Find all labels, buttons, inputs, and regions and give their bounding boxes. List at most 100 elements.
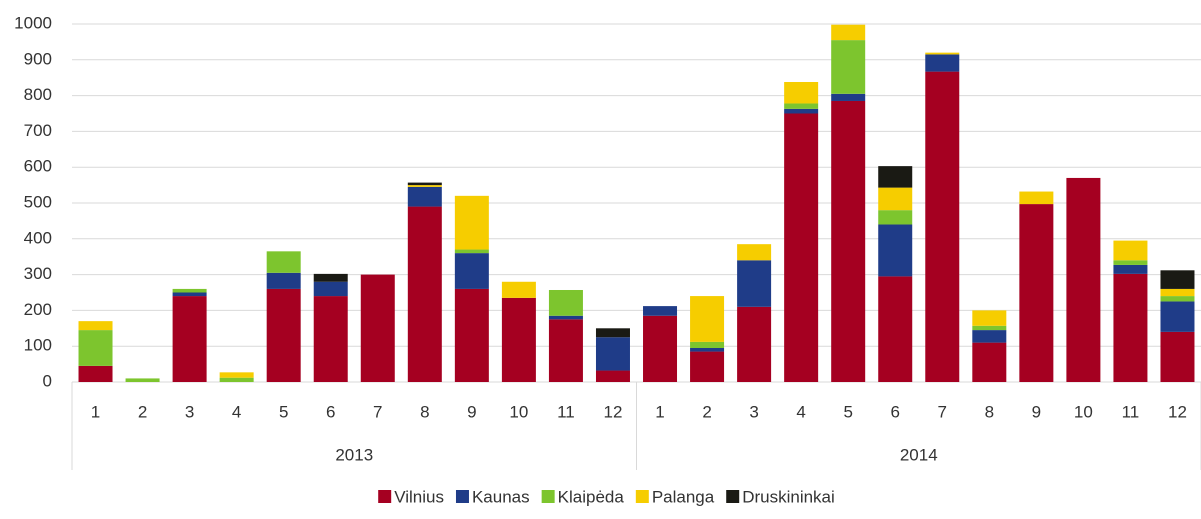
x-tick-label: 5 bbox=[843, 402, 852, 421]
bar-segment bbox=[878, 276, 913, 382]
y-tick-label: 400 bbox=[24, 228, 52, 247]
bar-segment bbox=[972, 330, 1007, 343]
bar-segment bbox=[595, 370, 630, 382]
bar-segment bbox=[643, 315, 678, 382]
legend-label: Palanga bbox=[652, 487, 715, 506]
x-tick-label: 12 bbox=[1168, 402, 1187, 421]
legend-swatch bbox=[455, 490, 469, 503]
bar-segment bbox=[972, 310, 1007, 326]
bar-segment bbox=[548, 319, 583, 382]
bar-segment bbox=[831, 24, 866, 41]
bar-segment bbox=[737, 306, 772, 382]
bar-segment bbox=[878, 187, 913, 211]
x-tick-label: 10 bbox=[509, 402, 528, 421]
y-tick-label: 300 bbox=[24, 264, 52, 283]
bar-segment bbox=[219, 377, 254, 382]
bar-segment bbox=[313, 281, 348, 297]
x-tick-label: 2 bbox=[702, 402, 711, 421]
y-tick-label: 100 bbox=[24, 336, 52, 355]
bar-segment bbox=[737, 244, 772, 261]
bar-segment bbox=[1113, 260, 1148, 265]
y-tick-label: 900 bbox=[24, 49, 52, 68]
bar-segment bbox=[643, 306, 678, 316]
bar-segment bbox=[266, 251, 301, 273]
bar-segment bbox=[454, 249, 489, 254]
bar-segment bbox=[831, 93, 866, 101]
bar-segment bbox=[407, 185, 442, 187]
group-label: 2013 bbox=[335, 445, 373, 464]
x-tick-label: 7 bbox=[938, 402, 947, 421]
bar-segment bbox=[454, 253, 489, 289]
bar-segment bbox=[737, 260, 772, 307]
legend-swatch bbox=[726, 490, 740, 503]
bar-segment bbox=[1160, 270, 1195, 289]
group-label: 2014 bbox=[900, 445, 938, 464]
bar-segment bbox=[548, 315, 583, 320]
bar-segment bbox=[125, 378, 160, 382]
bar-segment bbox=[1019, 204, 1054, 382]
y-tick-label: 0 bbox=[43, 371, 52, 390]
legend-swatch bbox=[635, 490, 649, 503]
x-tick-label: 5 bbox=[279, 402, 288, 421]
bar-segment bbox=[78, 321, 113, 331]
bar-segment bbox=[595, 337, 630, 371]
bar-segment bbox=[501, 281, 536, 298]
y-tick-label: 600 bbox=[24, 157, 52, 176]
x-tick-label: 8 bbox=[985, 402, 994, 421]
bar-segment bbox=[1160, 288, 1195, 297]
y-tick-label: 500 bbox=[24, 192, 52, 211]
bar-segment bbox=[925, 71, 960, 382]
bar-segment bbox=[360, 274, 395, 382]
bar-segment bbox=[878, 166, 913, 188]
bar-segment bbox=[78, 365, 113, 382]
bar-segment bbox=[784, 113, 819, 382]
bar-segment bbox=[219, 372, 254, 378]
bar-segment bbox=[313, 296, 348, 382]
x-tick-label: 11 bbox=[1122, 402, 1140, 421]
bar-segment bbox=[878, 210, 913, 225]
x-tick-label: 6 bbox=[890, 402, 899, 421]
legend-label: Vilnius bbox=[394, 487, 444, 506]
bar-segment bbox=[454, 195, 489, 250]
bar-segment bbox=[595, 328, 630, 338]
y-tick-label: 1000 bbox=[14, 13, 52, 32]
bar-segment bbox=[172, 296, 207, 382]
bar-segment bbox=[831, 100, 866, 382]
y-tick-label: 700 bbox=[24, 121, 52, 140]
bar-segment bbox=[878, 224, 913, 277]
bar-segment bbox=[454, 288, 489, 382]
bar-segment bbox=[1113, 264, 1148, 274]
bar-segment bbox=[1160, 331, 1195, 382]
x-tick-label: 4 bbox=[796, 402, 805, 421]
x-tick-label: 3 bbox=[749, 402, 758, 421]
y-tick-label: 200 bbox=[24, 300, 52, 319]
legend-swatch bbox=[541, 490, 555, 503]
bar-segment bbox=[690, 341, 725, 348]
bar-segment bbox=[925, 54, 960, 72]
bar-segment bbox=[266, 272, 301, 289]
x-tick-label: 11 bbox=[557, 402, 575, 421]
bar-segment bbox=[501, 297, 536, 382]
legend-label: Kaunas bbox=[472, 487, 530, 506]
bar-segment bbox=[690, 351, 725, 382]
bar-segment bbox=[972, 325, 1007, 331]
bar-segment bbox=[784, 103, 819, 109]
bar-segment bbox=[172, 288, 207, 293]
bar-segment bbox=[407, 206, 442, 382]
bar-segment bbox=[925, 52, 960, 55]
x-tick-label: 1 bbox=[655, 402, 664, 421]
x-tick-label: 9 bbox=[467, 402, 476, 421]
legend-label: Druskininkai bbox=[742, 487, 835, 506]
y-tick-label: 800 bbox=[24, 85, 52, 104]
bar-segment bbox=[972, 342, 1007, 382]
bar-segment bbox=[1113, 240, 1148, 261]
bar-segment bbox=[1113, 273, 1148, 382]
bar-segment bbox=[690, 296, 725, 342]
bar-segment bbox=[313, 273, 348, 282]
x-tick-label: 1 bbox=[91, 402, 100, 421]
bar-segment bbox=[784, 108, 819, 114]
x-tick-label: 2 bbox=[138, 402, 147, 421]
bar-segment bbox=[407, 186, 442, 207]
x-tick-label: 4 bbox=[232, 402, 241, 421]
